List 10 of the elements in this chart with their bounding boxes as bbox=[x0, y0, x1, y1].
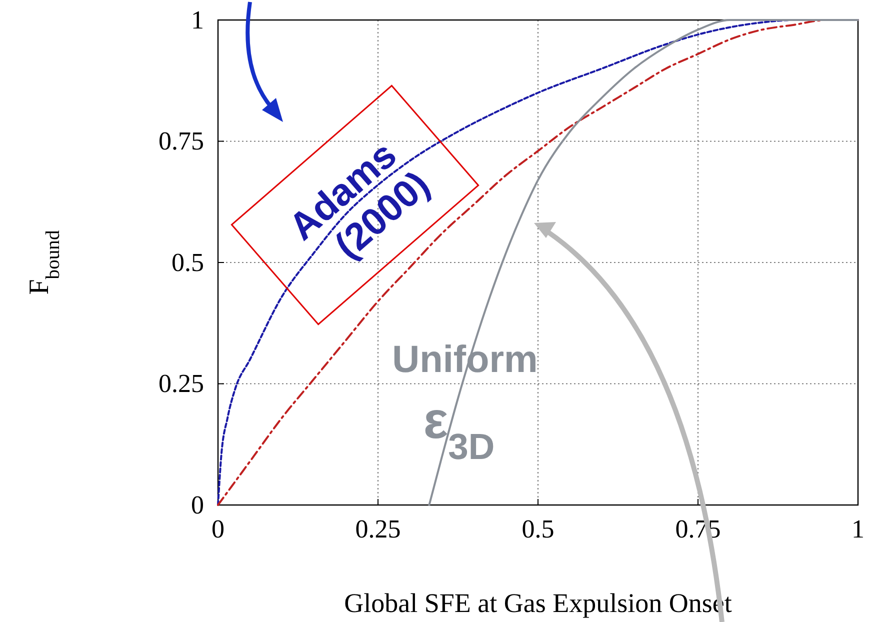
y-tick-label: 0.25 bbox=[158, 369, 204, 398]
x-tick-label: 0.5 bbox=[522, 514, 554, 544]
y-tick-label: 0.75 bbox=[158, 126, 204, 156]
y-tick-label: 0 bbox=[191, 490, 204, 520]
x-tick-label: 0 bbox=[212, 514, 224, 544]
line-series bbox=[217, 19, 859, 506]
y-tick-label: 1 bbox=[191, 5, 204, 34]
x-tick-label: 0.25 bbox=[355, 514, 401, 544]
x-tick-label: 1 bbox=[852, 514, 864, 544]
y-tick-label: 0.5 bbox=[172, 248, 204, 277]
